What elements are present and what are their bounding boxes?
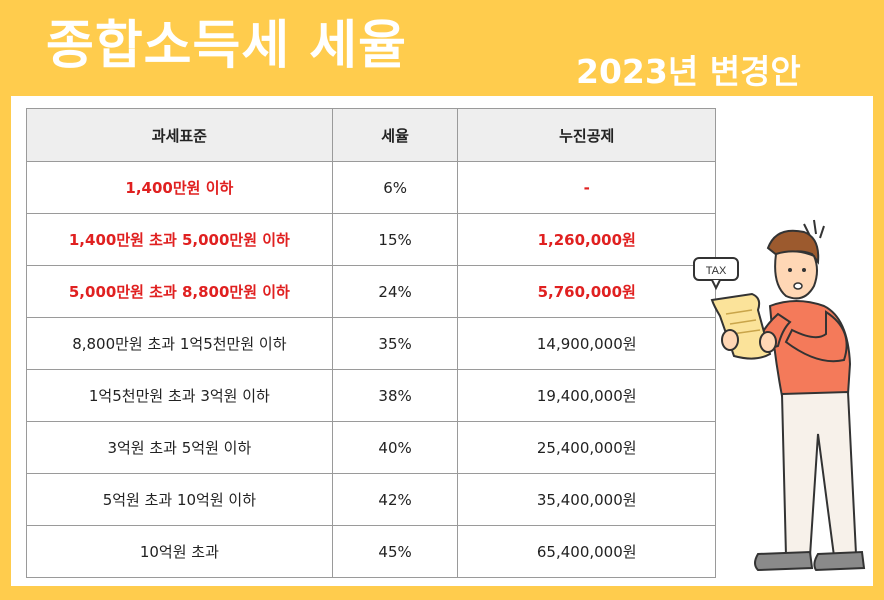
column-header-rate: 세율 [331,108,459,162]
cell-rate: 6% [331,161,459,214]
cell-deduction: 14,900,000원 [457,317,716,370]
cell-rate: 15% [331,213,459,266]
tax-speech-bubble: TAX [693,257,739,291]
column-header-bracket: 과세표준 [26,108,333,162]
cell-rate: 42% [331,473,459,526]
cell-bracket: 5,000만원 초과 8,800만원 이하 [26,265,333,318]
table-body: 1,400만원 이하 6% -1,400만원 초과 5,000만원 이하 15% 1,2… [26,161,716,578]
cell-deduction: 5,760,000원 [457,265,716,318]
cell-bracket: 1,400만원 초과 5,000만원 이하 [26,213,333,266]
cell-deduction: 19,400,000원 [457,369,716,422]
table-row: 3억원 초과 5억원 이하 40% 25,400,000원 [26,421,716,474]
table-header-row: 과세표준 세율 누진공제 [26,108,716,162]
page-subtitle: 2023년 변경안 [576,52,801,91]
cell-rate: 45% [331,525,459,578]
cell-rate: 24% [331,265,459,318]
cell-deduction: - [457,161,716,214]
cell-rate: 40% [331,421,459,474]
table-row: 10억원 초과 45% 65,400,000원 [26,525,716,578]
table-row: 5억원 초과 10억원 이하 42% 35,400,000원 [26,473,716,526]
cell-bracket: 8,800만원 초과 1억5천만원 이하 [26,317,333,370]
cell-bracket: 3억원 초과 5억원 이하 [26,421,333,474]
cell-deduction: 35,400,000원 [457,473,716,526]
cell-deduction: 65,400,000원 [457,525,716,578]
table-row: 1,400만원 초과 5,000만원 이하 15% 1,260,000원 [26,213,716,266]
table-row: 5,000만원 초과 8,800만원 이하 24% 5,760,000원 [26,265,716,318]
cell-bracket: 1억5천만원 초과 3억원 이하 [26,369,333,422]
table-row: 1,400만원 이하 6% - [26,161,716,214]
man-reading-tax-document-icon: TAX [693,219,866,572]
cell-deduction: 1,260,000원 [457,213,716,266]
table-row: 1억5천만원 초과 3억원 이하 38% 19,400,000원 [26,369,716,422]
column-header-deduction: 누진공제 [457,108,716,162]
cell-deduction: 25,400,000원 [457,421,716,474]
cell-bracket: 1,400만원 이하 [26,161,333,214]
cell-bracket: 5억원 초과 10억원 이하 [26,473,333,526]
page-title: 종합소득세 세율 [46,16,407,76]
cell-bracket: 10억원 초과 [26,525,333,578]
tax-rate-table: 과세표준 세율 누진공제 1,400만원 이하 6% -1,400만원 초과 5,0… [26,108,716,578]
cell-rate: 38% [331,369,459,422]
table-row: 8,800만원 초과 1억5천만원 이하 35% 14,900,000원 [26,317,716,370]
tax-bubble-text: TAX [706,265,727,277]
cell-rate: 35% [331,317,459,370]
